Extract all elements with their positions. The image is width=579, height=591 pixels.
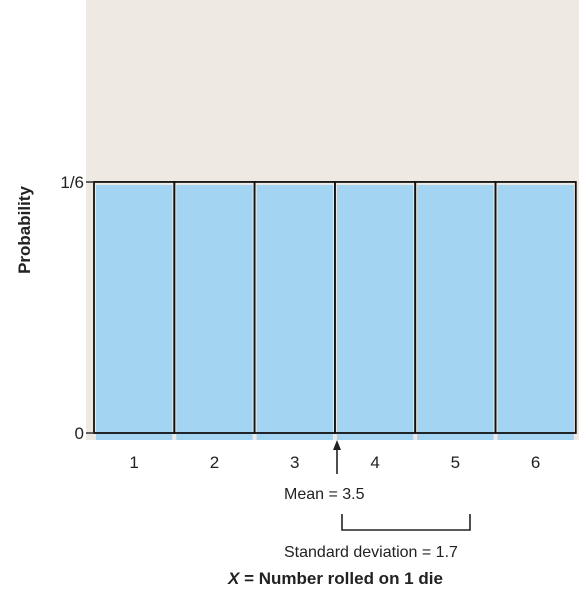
mean-label: Mean = 3.5 bbox=[284, 486, 365, 503]
mean-arrowhead bbox=[333, 440, 341, 450]
bar-6 bbox=[494, 181, 577, 434]
x-tick-label-4: 4 bbox=[370, 453, 379, 472]
sd-bracket bbox=[341, 514, 471, 531]
x-tick-label-3: 3 bbox=[290, 453, 299, 472]
y-axis-label: Probability bbox=[15, 186, 34, 274]
bar-fill-4 bbox=[336, 184, 414, 440]
bar-fill-2 bbox=[176, 184, 253, 440]
bar-fill-1 bbox=[96, 184, 173, 440]
x-tick-label-2: 2 bbox=[210, 453, 219, 472]
x-tick-label-5: 5 bbox=[451, 453, 460, 472]
x-variable: X bbox=[227, 569, 241, 588]
bars-group bbox=[93, 181, 577, 440]
bar-fill-6 bbox=[497, 184, 574, 440]
x-description: = Number rolled on 1 die bbox=[239, 569, 443, 588]
y-tick-label-1-6: 1/6 bbox=[60, 173, 84, 192]
bar-fill-3 bbox=[256, 184, 333, 440]
x-axis-label: X = Number rolled on 1 die bbox=[227, 569, 443, 588]
sd-label: Standard deviation = 1.7 bbox=[284, 544, 458, 561]
x-tick-label-1: 1 bbox=[129, 453, 138, 472]
y-tick-label-0: 0 bbox=[75, 424, 84, 443]
x-tick-labels: 1 2 3 4 5 6 bbox=[129, 453, 540, 472]
bar-fill-5 bbox=[417, 184, 494, 440]
x-tick-label-6: 6 bbox=[531, 453, 540, 472]
